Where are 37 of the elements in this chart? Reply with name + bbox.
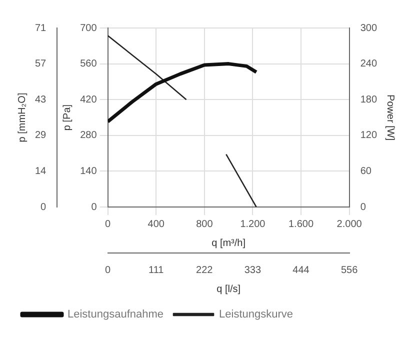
x2-tick-label: 333	[244, 264, 262, 276]
y3-tick-label: 43	[35, 94, 47, 106]
x-tick-label: 800	[196, 218, 214, 230]
y-tick-label: 420	[80, 94, 98, 106]
y3-tick-label: 14	[35, 166, 47, 177]
legend-label: Leistungskurve	[219, 308, 294, 321]
x2-tick-label: 222	[196, 264, 214, 276]
y-tick-label: 560	[80, 58, 98, 70]
y3-tick-label: 57	[35, 58, 47, 70]
y-tick-label: 140	[80, 166, 98, 177]
y-axis-title: p [Pa]	[62, 104, 73, 131]
x-tick-label: 1.200	[240, 218, 266, 230]
x2-tick-label: 556	[340, 264, 358, 276]
y3-tick-label: 29	[35, 130, 47, 142]
x2-tick-label: 444	[292, 264, 310, 276]
x-tick-label: 2.000	[336, 218, 362, 230]
y2-tick-label: 120	[360, 130, 378, 142]
y3-tick-label: 0	[40, 202, 47, 213]
x2-tick-label: 0	[105, 264, 112, 276]
y-tick-label: 700	[80, 22, 98, 34]
y2-axis-title: Power [W]	[384, 94, 396, 141]
y2-tick-label: 300	[360, 22, 378, 34]
legend-label: Leistungsaufnahme	[68, 308, 164, 321]
x-tick-label: 400	[148, 218, 165, 230]
y-tick-label: 0	[91, 202, 98, 213]
y3-axis-title: p [mmH₂O]	[16, 92, 28, 142]
y3-tick-label: 71	[35, 22, 47, 34]
y2-tick-label: 60	[360, 166, 372, 177]
x-tick-label: 0	[105, 218, 112, 230]
x2-tick-label: 111	[148, 264, 164, 276]
y2-tick-label: 180	[360, 94, 378, 106]
x-axis-title: q [m³/h]	[212, 238, 246, 249]
y2-tick-label: 240	[360, 58, 378, 70]
x-tick-label: 1.600	[288, 218, 314, 230]
y-tick-label: 280	[80, 130, 98, 142]
x2-axis-title: q [l/s]	[216, 284, 241, 295]
y2-tick-label: 0	[360, 202, 366, 213]
